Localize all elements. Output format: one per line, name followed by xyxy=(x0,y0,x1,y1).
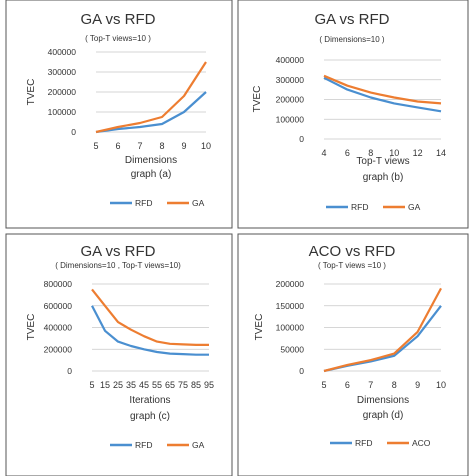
y-tick-label: 400000 xyxy=(44,323,73,333)
series-line-rfd xyxy=(323,305,442,373)
chart-title: GA vs RFD xyxy=(80,11,155,28)
x-tick-label: 6 xyxy=(345,148,350,158)
y-tick-label: 0 xyxy=(299,366,304,376)
series-line-ga xyxy=(95,61,207,134)
chart-panel-3: GA vs RFD( Dimensions=10 , Top-T views=1… xyxy=(26,243,214,450)
graph-caption: graph (b) xyxy=(363,172,404,183)
y-axis-label: TVEC xyxy=(252,86,263,113)
series-line-ga xyxy=(91,288,209,346)
legend-label: GA xyxy=(192,198,205,208)
y-tick-label: 300000 xyxy=(48,67,77,77)
y-tick-label: 400000 xyxy=(48,47,77,57)
x-tick-label: 8 xyxy=(159,141,164,151)
y-axis-label: TVEC xyxy=(26,314,37,341)
y-tick-label: 150000 xyxy=(276,301,305,311)
legend-label: ACO xyxy=(412,438,431,448)
series-line-rfd xyxy=(91,305,209,356)
x-tick-label: 75 xyxy=(178,380,188,390)
x-tick-label: 14 xyxy=(436,148,446,158)
chart-panel-border xyxy=(237,233,469,476)
y-tick-label: 200000 xyxy=(276,95,305,105)
series-line-rfd xyxy=(95,91,207,134)
graph-caption: graph (d) xyxy=(363,410,404,421)
chart-subtitle: ( Dimensions=10 ) xyxy=(319,35,384,44)
y-tick-label: 200000 xyxy=(48,87,77,97)
x-tick-label: 55 xyxy=(152,380,162,390)
y-tick-label: 100000 xyxy=(48,107,77,117)
x-tick-label: 12 xyxy=(413,148,423,158)
x-tick-label: 45 xyxy=(139,380,149,390)
y-tick-label: 100000 xyxy=(276,114,305,124)
series-line-aco xyxy=(323,287,442,373)
y-tick-label: 200000 xyxy=(44,344,73,354)
chart-subtitle: ( Dimensions=10 , Top-T views=10) xyxy=(55,261,181,270)
x-tick-label: 35 xyxy=(126,380,136,390)
x-tick-label: 5 xyxy=(93,141,98,151)
x-tick-label: 10 xyxy=(436,380,446,390)
legend-label: RFD xyxy=(135,440,152,450)
chart-panel-1: GA vs RFD ( Top-T views=10 ) 0 100000 200000… xyxy=(26,11,211,208)
x-tick-label: 5 xyxy=(89,380,94,390)
x-tick-label: 7 xyxy=(368,380,373,390)
y-tick-label: 0 xyxy=(67,366,72,376)
series-line-rfd xyxy=(323,76,442,113)
x-axis-label: Iterations xyxy=(129,395,170,406)
legend-label: GA xyxy=(408,202,421,212)
chart-title: ACO vs RFD xyxy=(309,243,396,260)
y-tick-label: 600000 xyxy=(44,301,73,311)
x-tick-label: 85 xyxy=(191,380,201,390)
x-tick-label: 6 xyxy=(115,141,120,151)
y-tick-label: 200000 xyxy=(276,279,305,289)
y-tick-label: 300000 xyxy=(276,75,305,85)
x-tick-label: 25 xyxy=(113,380,123,390)
x-tick-label: 15 xyxy=(100,380,110,390)
chart-title: GA vs RFD xyxy=(314,11,389,28)
chart-panel-border xyxy=(5,0,233,229)
y-tick-label: 0 xyxy=(71,127,76,137)
legend-label: RFD xyxy=(355,438,372,448)
chart-panel-border xyxy=(237,0,469,229)
x-tick-label: 9 xyxy=(181,141,186,151)
series-line-ga xyxy=(323,74,442,105)
y-axis-label: TVEC xyxy=(26,79,37,106)
x-tick-label: 10 xyxy=(201,141,211,151)
x-tick-label: 6 xyxy=(345,380,350,390)
x-tick-label: 4 xyxy=(321,148,326,158)
x-tick-label: 8 xyxy=(368,148,373,158)
chart-subtitle: ( Top-T views =10 ) xyxy=(318,261,386,270)
y-tick-label: 50000 xyxy=(280,344,304,354)
x-tick-label: 9 xyxy=(415,380,420,390)
graph-caption: graph (a) xyxy=(131,169,172,180)
x-tick-label: 95 xyxy=(204,380,214,390)
legend-label: GA xyxy=(192,440,205,450)
chart-title: GA vs RFD xyxy=(80,243,155,260)
chart-panel-border xyxy=(5,233,233,476)
y-tick-label: 800000 xyxy=(44,279,73,289)
chart-subtitle: ( Top-T views=10 ) xyxy=(85,34,151,43)
x-tick-label: 7 xyxy=(137,141,142,151)
x-tick-label: 8 xyxy=(392,380,397,390)
graph-caption: graph (c) xyxy=(130,411,170,422)
x-axis-label: Dimensions xyxy=(357,395,409,406)
x-tick-label: 10 xyxy=(389,148,399,158)
chart-panel-4: ACO vs RFD( Top-T views =10 ) 0 50000 10000… xyxy=(254,243,446,448)
x-tick-label: 5 xyxy=(321,380,326,390)
chart-panel-2: GA vs RFD ( Dimensions=10 ) 0 100000 200000 3… xyxy=(252,11,446,212)
x-axis-label: Dimensions xyxy=(125,155,177,166)
y-tick-label: 0 xyxy=(299,134,304,144)
legend-label: RFD xyxy=(351,202,368,212)
y-axis-label: TVEC xyxy=(254,314,265,341)
y-tick-label: 400000 xyxy=(276,55,305,65)
y-tick-label: 100000 xyxy=(276,323,305,333)
x-axis-label: Top-T views xyxy=(356,156,409,167)
x-tick-label: 65 xyxy=(165,380,175,390)
legend-label: RFD xyxy=(135,198,152,208)
